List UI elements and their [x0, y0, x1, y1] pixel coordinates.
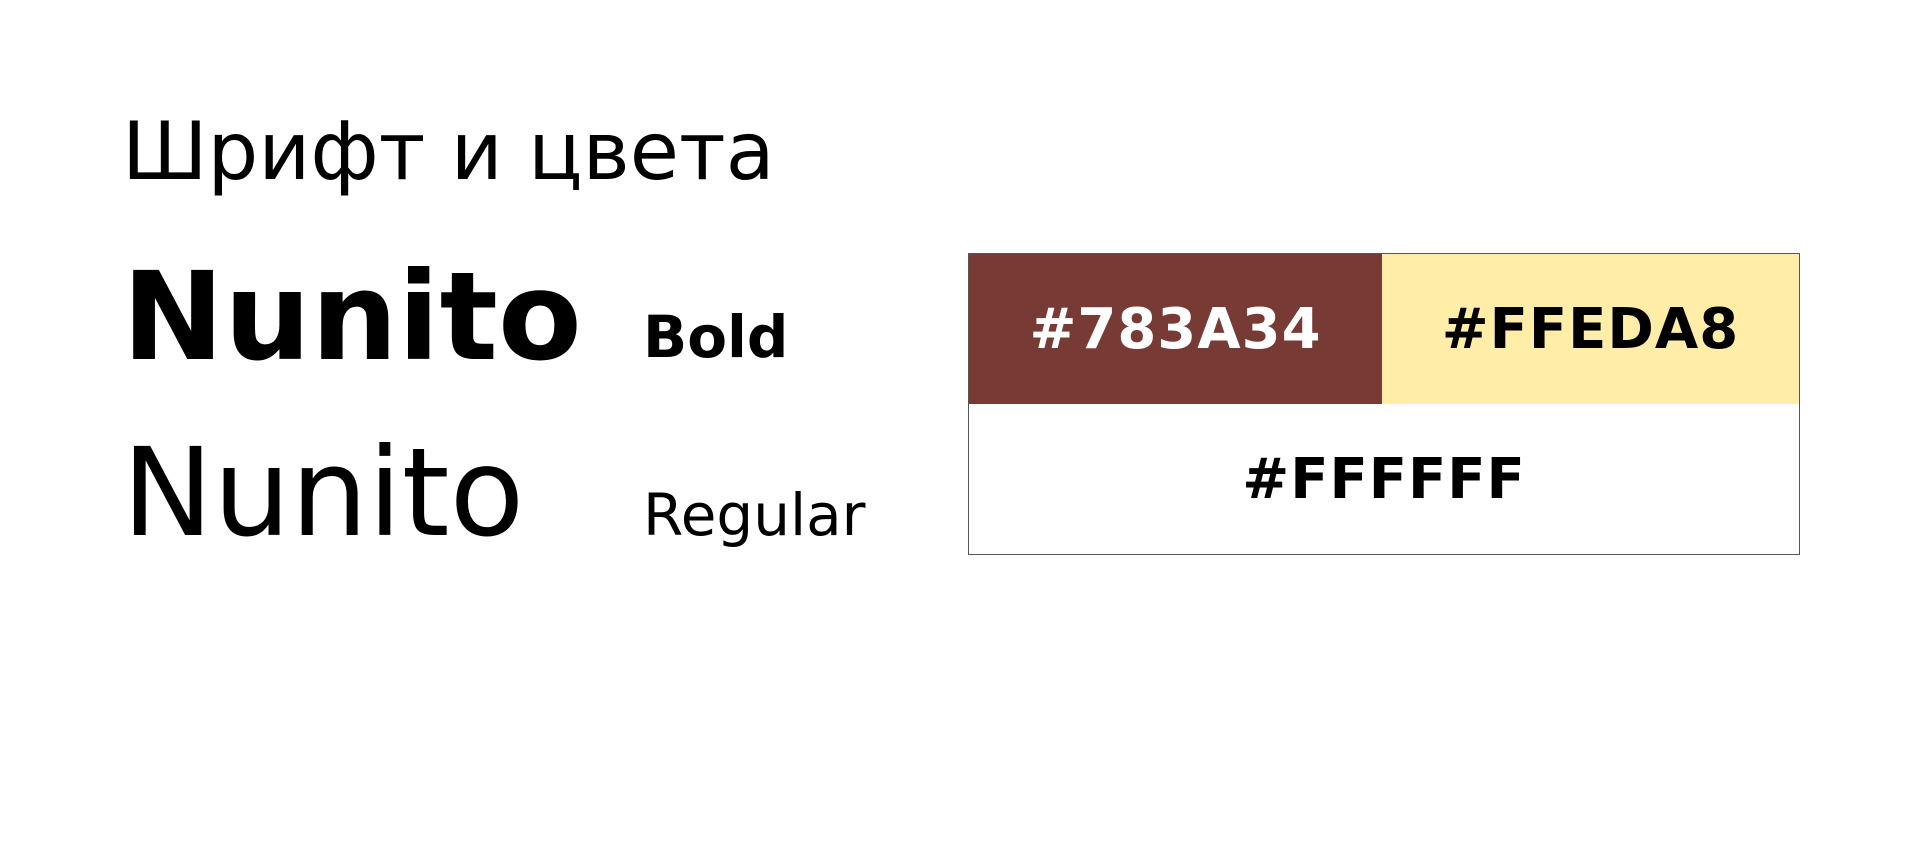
color-swatch-background-label: #FFFFFF: [1242, 446, 1526, 512]
font-weight-label-bold: Bold: [643, 303, 789, 371]
color-swatch-accent-label: #FFEDA8: [1441, 296, 1740, 362]
color-palette: #783A34 #FFEDA8 #FFFFFF: [968, 253, 1800, 555]
font-weight-label-regular: Regular: [643, 481, 866, 549]
color-swatch-accent: #FFEDA8: [1382, 254, 1799, 404]
color-swatch-primary: #783A34: [969, 254, 1382, 404]
page-title: Шрифт и цвета: [122, 105, 775, 198]
color-swatch-primary-label: #783A34: [1029, 296, 1322, 362]
font-sample-bold: Nunito: [122, 246, 582, 388]
color-swatch-background: #FFFFFF: [969, 404, 1799, 554]
font-sample-regular: Nunito: [122, 422, 525, 564]
